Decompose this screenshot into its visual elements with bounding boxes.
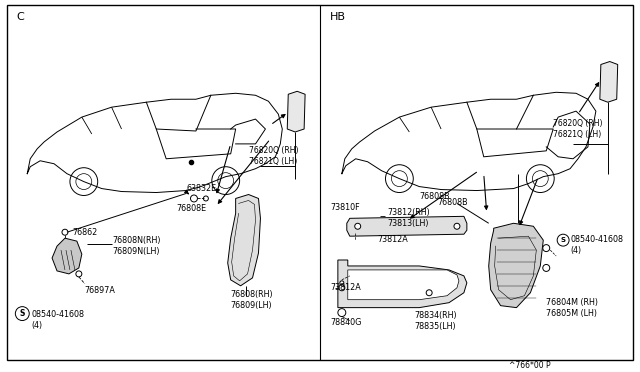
Circle shape <box>426 290 432 296</box>
Circle shape <box>355 223 361 229</box>
Polygon shape <box>228 195 260 286</box>
Text: 63832E: 63832E <box>186 184 216 193</box>
Text: 78834(RH)
78835(LH): 78834(RH) 78835(LH) <box>414 311 457 331</box>
Text: 73812(RH)
73813(LH): 73812(RH) 73813(LH) <box>387 208 430 228</box>
Circle shape <box>392 171 407 187</box>
Text: 73810F: 73810F <box>330 203 360 212</box>
Text: 76862: 76862 <box>72 228 97 237</box>
Text: S: S <box>20 309 25 318</box>
Circle shape <box>70 168 98 196</box>
Circle shape <box>339 285 345 291</box>
Circle shape <box>76 271 82 277</box>
Circle shape <box>191 195 198 202</box>
Text: 76897A: 76897A <box>85 286 116 295</box>
Circle shape <box>204 196 209 201</box>
Text: 08540-41608
(4): 08540-41608 (4) <box>31 310 84 330</box>
Circle shape <box>543 264 550 272</box>
Circle shape <box>212 167 239 195</box>
Circle shape <box>15 307 29 321</box>
Text: 73812A: 73812A <box>378 235 408 244</box>
Text: 76820Q (RH)
76821Q (LH): 76820Q (RH) 76821Q (LH) <box>248 146 298 166</box>
Text: 76820Q (RH)
76821Q (LH): 76820Q (RH) 76821Q (LH) <box>553 119 603 139</box>
Polygon shape <box>347 217 467 236</box>
Text: C: C <box>17 12 24 22</box>
Polygon shape <box>489 223 543 308</box>
Polygon shape <box>287 91 305 132</box>
Text: 78840G: 78840G <box>330 318 362 327</box>
Text: 76808B: 76808B <box>419 192 450 201</box>
Circle shape <box>557 234 569 246</box>
Circle shape <box>340 281 344 285</box>
Circle shape <box>385 165 413 193</box>
Circle shape <box>218 173 234 189</box>
Text: 76804M (RH)
76805M (LH): 76804M (RH) 76805M (LH) <box>547 298 598 318</box>
Circle shape <box>527 165 554 193</box>
Circle shape <box>76 174 92 190</box>
Circle shape <box>338 309 346 317</box>
Polygon shape <box>348 270 459 300</box>
Circle shape <box>454 223 460 229</box>
Circle shape <box>62 229 68 235</box>
Text: 76808(RH)
76809(LH): 76808(RH) 76809(LH) <box>230 290 273 310</box>
Text: S: S <box>561 237 566 243</box>
Text: 73812A: 73812A <box>330 283 361 292</box>
Text: 08540-41608
(4): 08540-41608 (4) <box>570 235 623 255</box>
Circle shape <box>543 245 550 251</box>
Text: HB: HB <box>330 12 346 22</box>
Text: 76808N(RH)
76809N(LH): 76808N(RH) 76809N(LH) <box>113 236 161 256</box>
Polygon shape <box>52 238 82 274</box>
Text: 76808E: 76808E <box>176 205 206 214</box>
Polygon shape <box>338 260 467 308</box>
Polygon shape <box>600 61 618 102</box>
Circle shape <box>532 171 548 187</box>
Text: ^766*00 P: ^766*00 P <box>509 361 550 370</box>
Text: 76808B: 76808B <box>437 199 468 208</box>
